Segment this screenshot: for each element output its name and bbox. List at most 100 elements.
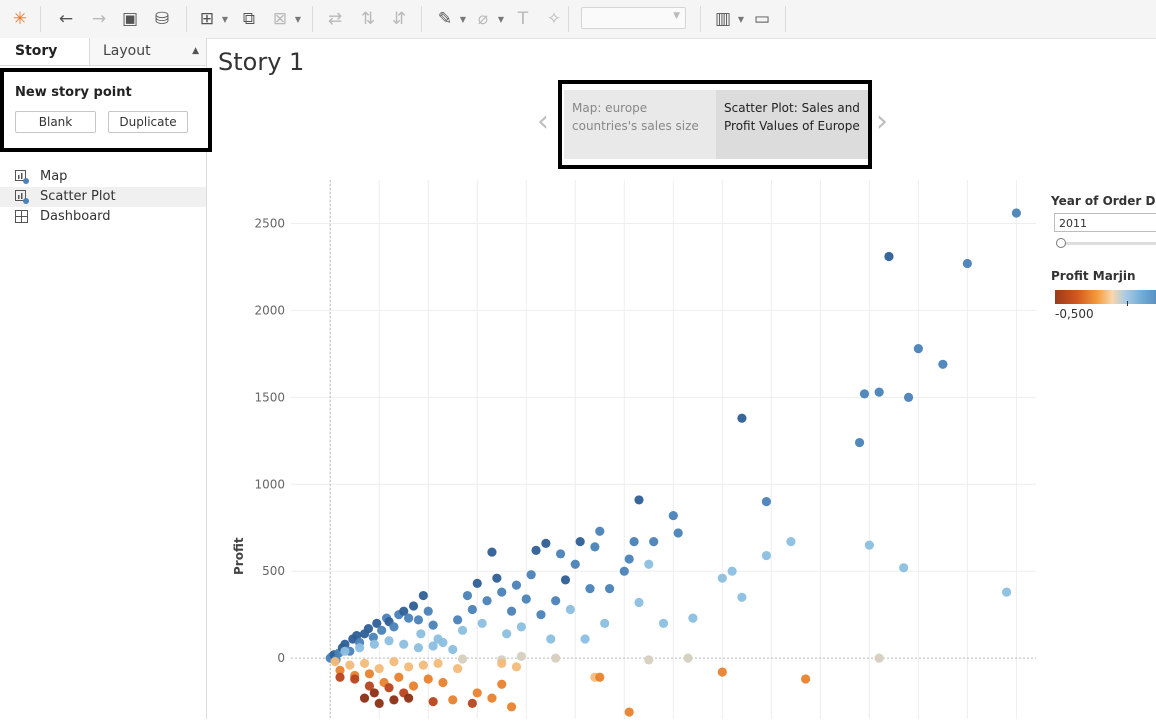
scatter-point (492, 573, 502, 583)
scatter-point (404, 693, 414, 703)
sheet-list: Map Scatter Plot Dashboard (0, 167, 206, 227)
story-point-scatter-plot[interactable]: Scatter Plot: Sales and Profit Values of… (716, 90, 868, 159)
scatter-point (482, 596, 492, 606)
scatter-point (457, 625, 468, 635)
chevron-down-icon[interactable]: ▼ (497, 15, 504, 24)
scatter-point (595, 672, 605, 682)
chevron-down-icon[interactable]: ▼ (294, 15, 301, 24)
redo-icon[interactable]: → (91, 9, 107, 29)
tab-layout[interactable]: Layout ▲ (89, 38, 206, 65)
sheet-label: Dashboard (40, 209, 111, 224)
scatter-point (355, 643, 365, 653)
y-tick-label: 2000 (254, 303, 285, 317)
year-slider-track[interactable] (1060, 242, 1156, 245)
year-filter-input[interactable]: 2011 (1054, 213, 1156, 232)
show-me-icon[interactable]: ▥ ▼ (714, 9, 744, 29)
blank-button[interactable]: Blank (15, 111, 96, 133)
scatter-point (374, 698, 384, 708)
toolbar-separator (421, 6, 422, 32)
sheet-item-map[interactable]: Map (0, 167, 206, 187)
sort-descending-icon[interactable]: ⇵ (391, 9, 407, 29)
swap-axes-icon[interactable]: ⇄ (327, 9, 343, 29)
sheet-item-dashboard[interactable]: Dashboard (0, 207, 206, 227)
chevron-down-icon[interactable]: ▼ (737, 15, 744, 24)
scatter-point (364, 681, 375, 691)
scatter-point (340, 639, 350, 649)
scatter-point (673, 528, 683, 538)
scatter-point (369, 639, 379, 649)
scatter-point (658, 618, 669, 628)
worksheet-icon (15, 170, 29, 184)
tableau-logo-icon[interactable]: ✳ (12, 9, 28, 29)
sort-ascending-icon[interactable]: ⇅ (360, 9, 376, 29)
presentation-mode-icon[interactable]: ▭ (753, 9, 771, 29)
scatter-point (634, 495, 644, 505)
show-labels-icon[interactable]: T (517, 9, 529, 29)
scatter-point (372, 618, 382, 628)
scatter-chart: 2500 2000 1500 1000 500 0 Profit (206, 180, 1046, 719)
toolbar-separator (312, 6, 313, 32)
scatter-point (418, 660, 428, 670)
scatter-point (404, 613, 414, 623)
new-datasource-icon[interactable]: ⛁ (154, 9, 170, 29)
scatter-point (477, 618, 487, 628)
new-worksheet-icon[interactable]: ⊞ ▼ (199, 9, 228, 29)
scatter-point (688, 613, 698, 623)
scatter-point (1011, 208, 1021, 218)
next-story-point-arrow-icon[interactable]: › (876, 104, 888, 139)
scatter-point (399, 606, 409, 616)
scatter-point (404, 662, 414, 672)
scatter-point (913, 344, 923, 354)
chevron-down-icon[interactable]: ▼ (459, 15, 466, 24)
fix-axes-icon[interactable]: ✧ (546, 9, 562, 29)
scatter-point (399, 639, 409, 649)
scatter-point (516, 622, 526, 632)
scatter-point (448, 644, 458, 655)
scatter-point (408, 681, 419, 691)
toolbar-combo-box[interactable]: ▼ (581, 7, 686, 29)
scatter-point (345, 660, 355, 670)
year-filter-title: Year of Order Date (1051, 194, 1156, 208)
scatter-point (497, 679, 507, 689)
scatter-point (668, 510, 678, 521)
scatter-point (585, 583, 595, 594)
scatter-point (487, 547, 497, 557)
duplicate-sheet-icon[interactable]: ⧉ (242, 9, 256, 29)
scatter-point (453, 663, 463, 674)
scatter-point (363, 623, 374, 634)
save-icon[interactable]: ▣ (121, 9, 139, 29)
y-tick-label: 0 (277, 651, 285, 665)
scatter-point (874, 387, 884, 397)
scatter-point (472, 578, 482, 588)
toolbar-separator (785, 6, 786, 32)
scatter-point (502, 629, 512, 639)
clear-sheet-icon[interactable]: ⊠ ▼ (272, 9, 301, 29)
scatter-point (359, 658, 370, 668)
scatter-point (874, 653, 884, 663)
new-story-point-section: New story point Blank Duplicate (0, 68, 212, 152)
previous-story-point-arrow-icon[interactable]: ‹ (537, 104, 549, 139)
group-icon[interactable]: ⌀ ▼ (477, 9, 504, 29)
scatter-point (761, 550, 772, 561)
sheet-item-scatter-plot[interactable]: Scatter Plot (0, 187, 206, 207)
highlight-icon[interactable]: ✎ ▼ (437, 9, 466, 29)
scatter-point (551, 596, 561, 606)
chevron-updown-icon: ▲ (192, 46, 199, 56)
scatter-point (433, 658, 443, 668)
sheet-label: Map (40, 169, 68, 184)
chevron-down-icon[interactable]: ▼ (221, 15, 228, 24)
story-point-map[interactable]: Map: europe countries's sales size (564, 90, 716, 159)
scatter-point (786, 537, 796, 547)
scatter-point (717, 573, 727, 583)
scatter-point (335, 665, 345, 675)
scatter-point (364, 669, 375, 679)
toolbar: ▼ ✳ ← → ▣ ⛁ ⊞ ▼ ⧉ ⊠ ▼ ⇄ ⇅ ⇵ ✎ ▼ ⌀ ▼ T ✧ ▥ ▼ ▭ (0, 0, 1156, 39)
scatter-point (899, 563, 909, 573)
duplicate-button[interactable]: Duplicate (108, 111, 188, 133)
year-slider-handle[interactable] (1056, 238, 1066, 248)
scatter-point (330, 657, 340, 667)
tab-story[interactable]: Story (0, 38, 88, 65)
scatter-point (377, 625, 387, 635)
undo-icon[interactable]: ← (58, 9, 74, 29)
story-title: Story 1 (218, 48, 305, 76)
